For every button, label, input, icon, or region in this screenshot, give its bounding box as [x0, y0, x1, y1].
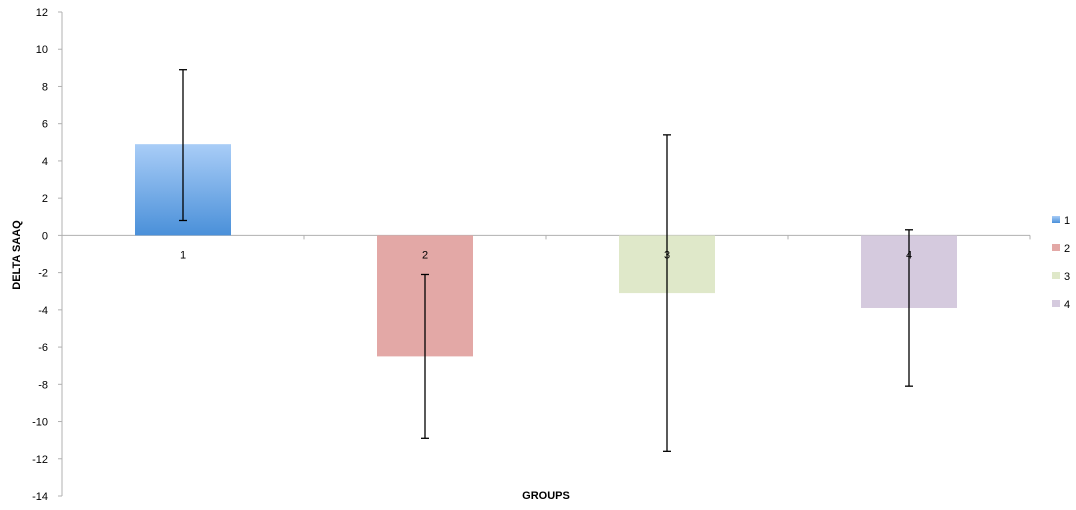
x-tick-label: 3 — [664, 249, 670, 261]
legend-swatch — [1052, 272, 1060, 279]
bars-layer — [135, 144, 957, 357]
legend-label: 3 — [1064, 271, 1070, 283]
legend-swatch — [1052, 216, 1060, 223]
y-tick-label: -10 — [32, 417, 48, 429]
y-tick-label: 6 — [42, 119, 48, 131]
x-tick-label: 4 — [906, 249, 912, 261]
y-tick-label: 2 — [42, 193, 48, 205]
y-tick-label: 10 — [36, 44, 48, 56]
legend-swatch — [1052, 300, 1060, 307]
x-tick-label: 1 — [180, 249, 186, 261]
x-tick-label: 2 — [422, 249, 428, 261]
y-tick-label: -8 — [38, 379, 48, 391]
y-tick-label: -2 — [38, 268, 48, 280]
legend-item-3: 3 — [1052, 271, 1070, 283]
error-bars-layer — [179, 69, 913, 452]
y-axis-title: DELTA SAAQ — [11, 220, 23, 290]
y-tick-label: 12 — [36, 7, 48, 19]
y-tick-label: -6 — [38, 342, 48, 354]
legend-item-2: 2 — [1052, 243, 1070, 255]
y-tick-label: -4 — [38, 305, 48, 317]
legend-label: 4 — [1064, 299, 1070, 311]
x-axis-title: GROUPS — [522, 490, 570, 502]
y-tick-label: 8 — [42, 81, 48, 93]
legend-label: 2 — [1064, 243, 1070, 255]
y-tick-label: -12 — [32, 454, 48, 466]
y-tick-label: 4 — [42, 156, 48, 168]
legend: 1 2 3 4 — [1052, 215, 1070, 311]
y-tick-label: -14 — [32, 491, 48, 503]
legend-swatch — [1052, 244, 1060, 251]
legend-label: 1 — [1064, 215, 1070, 227]
legend-item-1: 1 — [1052, 215, 1070, 227]
y-tick-label: 0 — [42, 230, 48, 242]
legend-item-4: 4 — [1052, 299, 1070, 311]
